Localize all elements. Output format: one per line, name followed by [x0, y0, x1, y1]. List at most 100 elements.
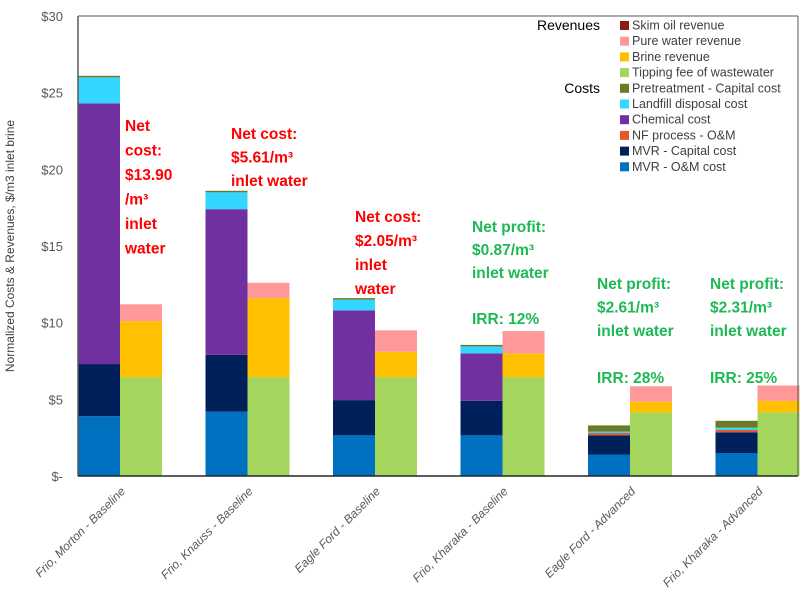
- legend-swatch-landfill-disposal-cost: [620, 99, 629, 109]
- annotation-line: Net profit:: [597, 276, 671, 293]
- legend-label-tipping-fee-of-wastewater: Tipping fee of wastewater: [632, 66, 774, 80]
- bar-segment-revenue-tipping-fee-of-wastewater: [502, 377, 545, 476]
- legend-heading-revenues: Revenues: [537, 17, 600, 33]
- y-tick-label: $5: [49, 392, 63, 407]
- bar-segment-revenue-tipping-fee-of-wastewater: [375, 377, 417, 476]
- bar-segment-cost-mvr-capital-cost: [460, 400, 503, 436]
- legend-swatch-nf-process-o-m: [620, 130, 629, 140]
- bar-segment-cost-landfill-disposal-cost: [78, 77, 120, 104]
- bar-segment-revenue-pure-water-revenue: [120, 304, 162, 322]
- bar-segment-cost-mvr-o-m-cost: [78, 416, 120, 476]
- bar-segment-cost-mvr-capital-cost: [78, 364, 120, 417]
- legend-swatch-pure-water-revenue: [620, 36, 629, 46]
- annotation-line: Net profit:: [710, 276, 784, 293]
- legend-swatch-mvr-o-m-cost: [620, 162, 629, 172]
- legend-label-brine-revenue: Brine revenue: [632, 50, 710, 64]
- annotation-line: $0.87/m³: [472, 242, 534, 259]
- bar-segment-revenue-tipping-fee-of-wastewater: [247, 377, 290, 476]
- y-tick-label: $10: [41, 316, 63, 331]
- annotation-line: inlet water: [597, 323, 674, 340]
- bar-segment-revenue-brine-revenue: [757, 400, 800, 413]
- legend-heading-costs: Costs: [564, 80, 600, 96]
- bar-segment-cost-landfill-disposal-cost: [715, 427, 758, 430]
- bar-segment-cost-landfill-disposal-cost: [588, 431, 630, 434]
- bar-segment-revenue-brine-revenue: [247, 298, 290, 378]
- legend-label-mvr-capital-cost: MVR - Capital cost: [632, 144, 737, 158]
- x-tick-label: Frio, Knauss - Baseline: [158, 484, 256, 582]
- annotation-line: $13.90: [125, 167, 172, 184]
- bar-segment-cost-pretreatment-capital-cost: [205, 190, 248, 193]
- legend-swatch-brine-revenue: [620, 52, 629, 62]
- bar-segment-cost-mvr-capital-cost: [588, 435, 630, 455]
- annotation-net-cost: Net cost: $2.05/m³ inlet water: [354, 209, 421, 298]
- annotations-layer: Net cost: $13.90/m³ inlet water Net cost: $5.6…: [124, 118, 787, 387]
- annotation-line: IRR: 25%: [710, 370, 777, 387]
- legend-label-mvr-o-m-cost: MVR - O&M cost: [632, 160, 726, 174]
- bar-segment-revenue-pure-water-revenue: [757, 385, 800, 401]
- x-tick-labels: Frio, Morton - Baseline Frio, Knauss - Ba…: [32, 484, 765, 590]
- legend-label-pure-water-revenue: Pure water revenue: [632, 34, 741, 48]
- bar-segment-cost-chemical-cost: [333, 310, 375, 401]
- annotation-net-profit: Net profit: $2.31/m³ inlet water IRR: 25%: [710, 276, 787, 387]
- x-tick-label: Frio, Kharaka - Advanced: [660, 484, 766, 590]
- annotation-line: [710, 347, 714, 364]
- legend-label-nf-process-o-m: NF process - O&M: [632, 128, 736, 142]
- y-tick-labels: $- $5 $10 $15 $20 $25 $30: [41, 9, 63, 484]
- legend-label-landfill-disposal-cost: Landfill disposal cost: [632, 97, 748, 111]
- annotation-line: inlet water: [472, 265, 549, 282]
- x-tick-label: Frio, Morton - Baseline: [32, 484, 128, 580]
- annotation-line: inlet water: [231, 173, 308, 190]
- annotation-line: Net profit:: [472, 219, 546, 236]
- annotation-net-profit: Net profit: $2.61/m³ inlet water IRR: 28%: [597, 276, 674, 387]
- annotation-line: $2.05/m³: [355, 233, 417, 250]
- annotation-line: Net cost:: [231, 126, 297, 143]
- bars-layer: [78, 75, 800, 476]
- bar-segment-revenue-brine-revenue: [120, 321, 162, 378]
- annotation-line: water: [124, 241, 166, 258]
- bar-segment-cost-chemical-cost: [78, 103, 120, 365]
- bar-segment-cost-mvr-o-m-cost: [588, 454, 630, 476]
- bar-segment-cost-pretreatment-capital-cost: [588, 425, 630, 432]
- legend-label-pretreatment-capital-cost: Pretreatment - Capital cost: [632, 81, 781, 95]
- y-tick-label: $15: [41, 239, 63, 254]
- bar-segment-cost-pretreatment-capital-cost: [460, 344, 503, 347]
- bar-segment-revenue-tipping-fee-of-wastewater: [630, 412, 672, 476]
- bar-segment-cost-mvr-capital-cost: [333, 400, 375, 436]
- bar-segment-cost-mvr-o-m-cost: [333, 435, 375, 476]
- annotation-net-cost: Net cost: $13.90/m³ inlet water: [124, 118, 172, 258]
- bar-segment-cost-landfill-disposal-cost: [333, 299, 375, 311]
- bar-segment-cost-nf-process-o-m: [715, 430, 758, 433]
- bar-segment-cost-pretreatment-capital-cost: [333, 298, 375, 300]
- bar-segment-revenue-pure-water-revenue: [502, 331, 545, 354]
- x-tick-label: Eagle Ford - Advanced: [542, 484, 639, 581]
- bar-segment-cost-mvr-o-m-cost: [715, 453, 758, 476]
- bar-segment-revenue-brine-revenue: [502, 353, 545, 378]
- annotation-line: IRR: 28%: [597, 370, 664, 387]
- bar-segment-cost-pretreatment-capital-cost: [715, 420, 758, 428]
- legend-swatch-skim-oil-revenue: [620, 21, 629, 30]
- annotation-line: [597, 347, 601, 364]
- annotation-line: $2.31/m³: [710, 300, 772, 317]
- bar-segment-revenue-pure-water-revenue: [375, 330, 417, 352]
- bar-segment-cost-chemical-cost: [205, 209, 248, 355]
- x-tick-label: Eagle Ford - Baseline: [292, 484, 384, 576]
- annotation-line: IRR: 12%: [472, 311, 539, 328]
- legend-label-chemical-cost: Chemical cost: [632, 113, 711, 127]
- annotation-line: /m³: [125, 192, 148, 209]
- annotation-line: $5.61/m³: [231, 150, 293, 167]
- bar-segment-cost-landfill-disposal-cost: [460, 346, 503, 354]
- annotation-line: [472, 288, 476, 305]
- legend-swatch-tipping-fee-of-wastewater: [620, 68, 629, 78]
- y-tick-label: $25: [41, 86, 63, 101]
- annotation-line: inlet: [355, 257, 387, 274]
- bar-segment-revenue-brine-revenue: [630, 401, 672, 413]
- y-axis-label: Normalized Costs & Revenues, $/m3 inlet …: [3, 120, 17, 372]
- bar-segment-revenue-pure-water-revenue: [247, 282, 290, 299]
- annotation-line: inlet: [125, 216, 157, 233]
- x-tick-label: Frio, Kharaka - Baseline: [410, 484, 511, 585]
- annotation-line: Net: [125, 118, 150, 135]
- bar-segment-revenue-brine-revenue: [375, 351, 417, 378]
- axes-layer: [77, 15, 799, 477]
- bar-segment-revenue-pure-water-revenue: [630, 386, 672, 402]
